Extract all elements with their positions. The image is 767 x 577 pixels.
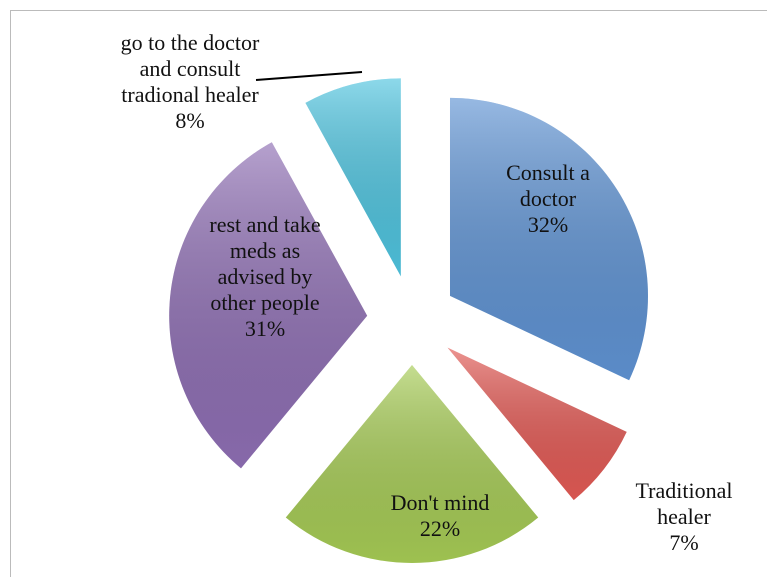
slice-shade [447, 347, 627, 501]
slice-shade [285, 365, 539, 563]
frame [10, 10, 767, 577]
slice-label: Traditional healer 7% [614, 478, 754, 556]
slice-shade [169, 142, 368, 469]
category-label: Don't mind [390, 490, 490, 515]
slice-label: rest and take meds as advised by other p… [205, 212, 325, 342]
leader-line [255, 71, 363, 81]
value-label: 8% [175, 108, 205, 133]
category-label: rest and take meds as advised by other p… [209, 212, 321, 315]
value-label: 31% [244, 316, 286, 341]
slice-label: Don't mind 22% [365, 490, 515, 542]
category-label: go to the doctor and consult tradional h… [120, 30, 260, 107]
value-label: 32% [527, 212, 569, 237]
slice-label: go to the doctor and consult tradional h… [120, 30, 260, 134]
category-label: Traditional healer [635, 478, 733, 529]
value-label: 7% [669, 530, 699, 555]
slice-shade [449, 97, 648, 381]
value-label: 22% [419, 516, 461, 541]
category-label: Consult a doctor [506, 160, 590, 211]
slice-shade [305, 78, 401, 277]
slice-label: Consult a doctor 32% [478, 160, 618, 238]
